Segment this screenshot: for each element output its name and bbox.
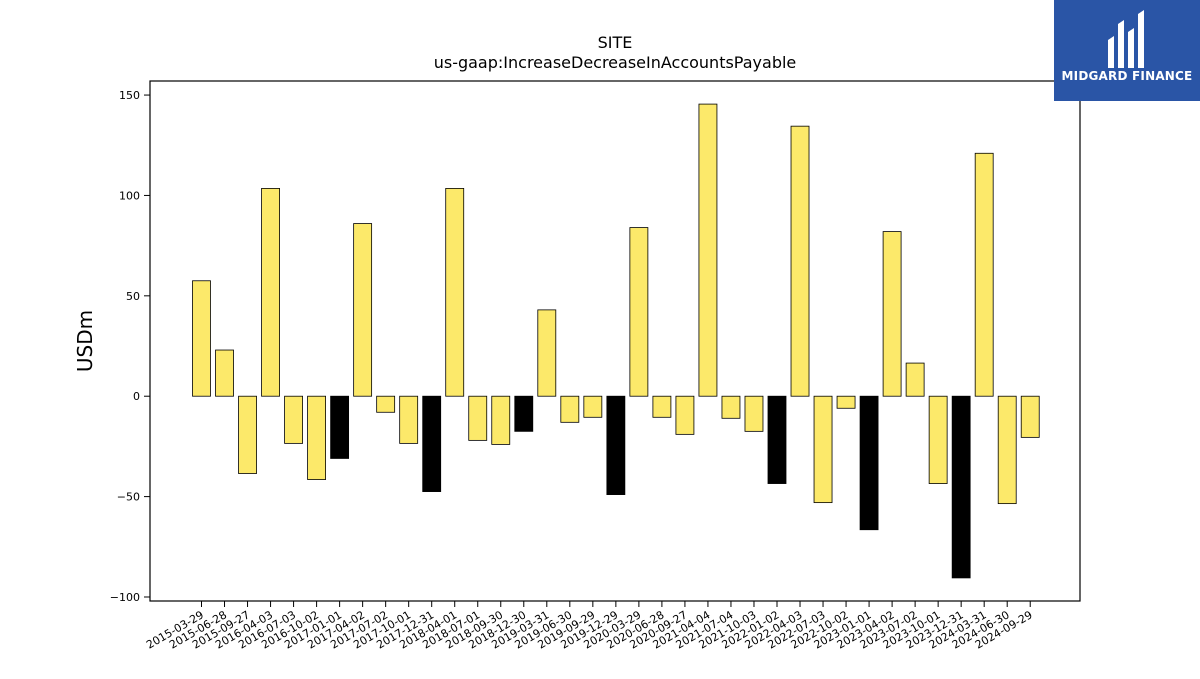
bar-2016-04-03 <box>261 188 280 397</box>
bar-2019-09-29 <box>583 395 603 418</box>
bar-2021-07-04 <box>721 395 741 419</box>
bar-2015-03-29 <box>192 280 211 397</box>
brand-logo: MIDGARD FINANCE <box>1054 0 1200 101</box>
x-axis: 2015-03-292015-06-282015-09-272016-04-03… <box>144 601 1035 652</box>
chart-title: SITE <box>598 33 633 52</box>
bar-2019-03-31 <box>537 309 557 397</box>
bar-2017-07-02 <box>376 395 396 413</box>
y-tick-label: 100 <box>119 189 140 202</box>
bar-2022-01-02 <box>767 395 787 484</box>
brand-name: MIDGARD FINANCE <box>1061 69 1193 83</box>
bar-2020-06-28 <box>652 395 672 418</box>
bar-2017-01-01 <box>330 395 350 459</box>
bar-2019-12-29 <box>606 395 626 495</box>
bar-2023-12-31 <box>951 395 971 579</box>
bar-2021-10-03 <box>744 395 764 432</box>
bar-2024-06-30 <box>997 395 1017 505</box>
y-axis: −100 −50 0 50 100 150 <box>110 89 150 604</box>
bar-2023-10-01 <box>928 395 948 484</box>
plot-frame <box>149 80 1081 602</box>
bar-2017-12-31 <box>422 395 442 492</box>
y-tick-label: −50 <box>117 491 140 504</box>
midgard-logo-icon <box>1108 10 1144 68</box>
bar-2016-10-02 <box>307 395 327 480</box>
bars-group <box>192 103 1040 579</box>
bar-2023-07-02 <box>905 362 925 397</box>
bar-2022-07-03 <box>813 395 833 504</box>
y-axis-label: USDm <box>73 310 97 372</box>
bar-2022-04-03 <box>790 125 810 397</box>
bar-2023-01-01 <box>859 395 879 531</box>
bar-2015-09-27 <box>238 395 257 474</box>
bar-2024-09-29 <box>1020 395 1040 438</box>
bar-2018-04-01 <box>445 188 465 397</box>
bar-2020-03-29 <box>629 227 649 397</box>
bar-2022-10-02 <box>836 395 856 409</box>
bar-2018-12-30 <box>514 395 534 432</box>
bar-2017-10-01 <box>399 395 419 444</box>
chart-subtitle: us-gaap:IncreaseDecreaseInAccountsPayabl… <box>434 53 797 72</box>
y-tick-label: −100 <box>110 591 140 604</box>
y-tick-label: 0 <box>133 390 140 403</box>
y-tick-label: 50 <box>126 290 140 303</box>
bar-2017-04-02 <box>353 223 373 397</box>
bar-2016-07-03 <box>284 395 303 444</box>
bar-2019-06-30 <box>560 395 580 423</box>
bar-2021-04-04 <box>698 103 718 397</box>
bar-2018-07-01 <box>468 395 488 441</box>
bar-2018-09-30 <box>491 395 511 445</box>
y-tick-label: 150 <box>119 89 140 102</box>
bar-2020-09-27 <box>675 395 695 435</box>
bar-2024-03-31 <box>974 152 994 397</box>
bar-2023-04-02 <box>882 231 902 397</box>
bar-2015-06-28 <box>215 349 234 397</box>
